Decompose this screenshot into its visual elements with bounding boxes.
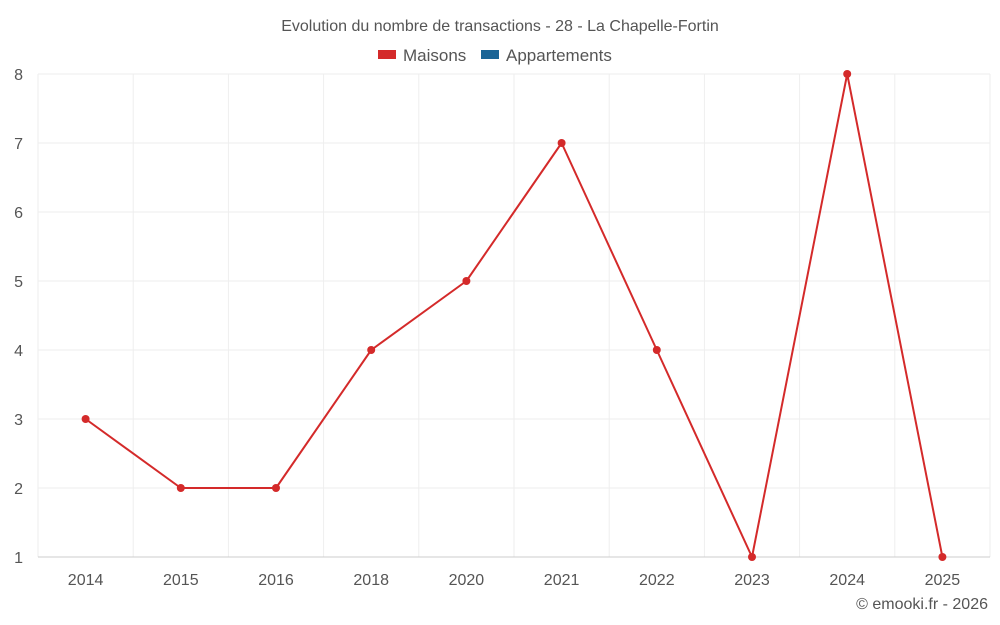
y-tick-label-4: 4 [14, 343, 23, 360]
y-tick-label-3: 3 [14, 412, 23, 429]
legend-label-appartements: Appartements [506, 46, 612, 65]
x-tick-label-2021: 2021 [544, 572, 580, 589]
legend: Maisons Appartements [378, 46, 612, 65]
y-axis: 1 2 3 4 5 6 7 8 [14, 67, 23, 567]
data-point-maisons-2016[interactable] [272, 484, 280, 492]
x-tick-label-2018: 2018 [353, 572, 389, 589]
y-tick-label-7: 7 [14, 136, 23, 153]
y-tick-label-1: 1 [14, 550, 23, 567]
legend-label-maisons: Maisons [403, 46, 466, 65]
x-tick-label-2015: 2015 [163, 572, 199, 589]
x-axis: 2014 2015 2016 2018 2020 2021 2022 2023 2024 2025 [38, 556, 990, 589]
data-point-maisons-2020[interactable] [462, 277, 471, 285]
data-point-maisons-2018[interactable] [367, 346, 376, 354]
data-point-maisons-2024[interactable] [843, 70, 852, 78]
x-tick-label-2025: 2025 [925, 572, 961, 589]
chart-title: Evolution du nombre de transactions - 28… [281, 18, 719, 35]
y-tick-label-5: 5 [14, 274, 23, 291]
legend-swatch-appartements [481, 50, 499, 59]
x-tick-label-2024: 2024 [829, 572, 865, 589]
credit-text: © emooki.fr - 2026 [856, 596, 988, 613]
y-tick-label-8: 8 [14, 67, 23, 84]
y-tick-label-6: 6 [14, 205, 23, 222]
data-point-maisons-2023[interactable] [748, 553, 756, 561]
data-point-maisons-2022[interactable] [652, 346, 661, 354]
data-point-maisons-2025[interactable] [938, 553, 947, 561]
x-tick-label-2014: 2014 [68, 572, 104, 589]
x-tick-label-2022: 2022 [639, 572, 675, 589]
data-point-maisons-2014[interactable] [81, 415, 90, 423]
x-tick-label-2023: 2023 [734, 572, 770, 589]
data-point-maisons-2021[interactable] [557, 139, 566, 147]
x-tick-label-2016: 2016 [258, 572, 294, 589]
legend-swatch-maisons [378, 50, 396, 59]
data-point-maisons-2015[interactable] [176, 484, 185, 492]
x-tick-label-2020: 2020 [449, 572, 485, 589]
y-tick-label-2: 2 [14, 481, 23, 498]
legend-item-maisons[interactable]: Maisons [378, 46, 466, 65]
series-maisons [81, 70, 947, 561]
legend-item-appartements[interactable]: Appartements [481, 46, 612, 65]
series-line-maisons [85, 73, 944, 558]
